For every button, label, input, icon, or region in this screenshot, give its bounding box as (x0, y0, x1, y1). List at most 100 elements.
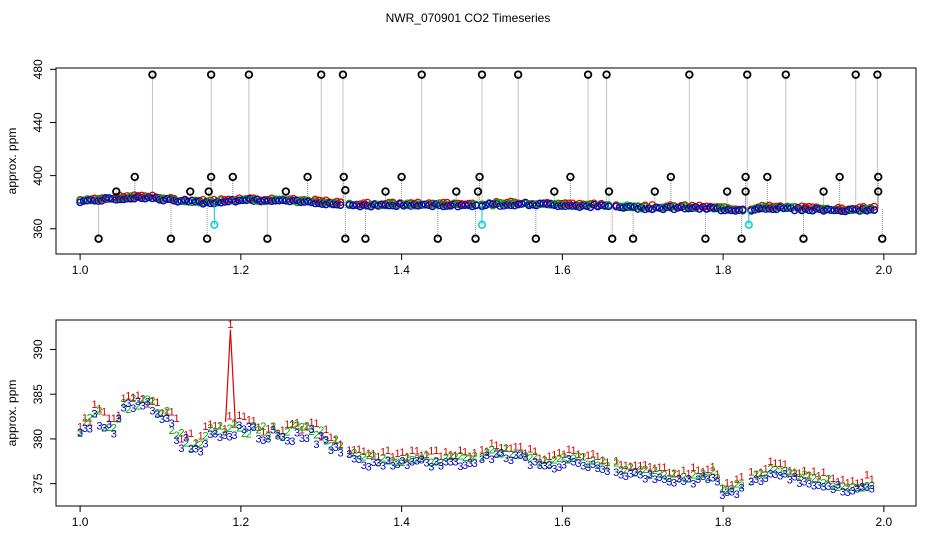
data-marker-s1: 1 (280, 425, 286, 437)
outlier-point-low (202, 234, 212, 243)
axes-top: 1.0 1.2 1.4 1.6 1.8 2.0 360 400 440 480 (31, 59, 893, 277)
data-marker-s3: 3 (270, 425, 276, 437)
data-marker-s3: 3 (275, 431, 281, 443)
data-marker-s3: 3 (613, 467, 619, 479)
data-marker-s2: 2 (361, 452, 367, 464)
data-marker-s2: 2 (87, 413, 93, 425)
data-marker-s2: 2 (260, 421, 266, 433)
data-marker-s2: 2 (595, 460, 601, 472)
data-marker-s3: 3 (299, 433, 305, 445)
data-marker-s3: 3 (145, 397, 151, 409)
data-point-s3 (728, 206, 736, 215)
data-marker-s1: 1 (260, 427, 266, 439)
outlier-point-mid (874, 172, 883, 182)
data-marker-s3: 3 (164, 413, 170, 425)
data-marker-s2: 2 (149, 395, 155, 407)
data-marker-s3: 3 (705, 474, 711, 486)
data-marker-s3: 3 (159, 414, 165, 426)
data-marker-s1: 1 (772, 458, 778, 470)
outlier-point-mid (550, 187, 559, 196)
data-marker-s1: 1 (82, 412, 88, 424)
data-marker-s2: 2 (782, 466, 788, 478)
data-marker-s1: 1 (618, 460, 624, 472)
data-marker-s3: 3 (599, 464, 605, 476)
data-point-s3 (779, 204, 788, 213)
data-point-s3 (163, 195, 171, 203)
data-marker-s3: 3 (284, 436, 290, 448)
data-marker-s3: 3 (623, 471, 629, 483)
data-marker-s2: 2 (580, 452, 586, 464)
data-marker-s2: 2 (825, 474, 831, 486)
data-marker-s2: 2 (423, 450, 429, 462)
x-tick-label: 1.6 (554, 515, 571, 529)
data-marker-s1: 1 (309, 417, 315, 429)
data-marker-s2: 2 (508, 449, 514, 461)
data-marker-s1: 1 (801, 465, 807, 477)
flagged-point (210, 220, 219, 229)
data-marker-s3: 3 (642, 474, 648, 486)
data-marker-s2: 2 (845, 482, 851, 494)
data-marker-s3: 3 (532, 457, 538, 469)
data-point-s3 (432, 200, 441, 208)
data-point-s2 (499, 199, 508, 208)
data-point-s3 (325, 199, 334, 207)
data-marker-s3: 3 (493, 449, 499, 461)
data-marker-s3: 3 (452, 456, 458, 468)
data-point-s3 (271, 196, 280, 205)
data-marker-s2: 2 (270, 421, 276, 433)
outlier-point-low (531, 234, 541, 243)
data-marker-s1: 1 (193, 437, 199, 449)
data-point-s3 (525, 201, 533, 210)
data-marker-s3: 3 (561, 460, 567, 472)
data-marker-s3: 3 (346, 449, 352, 461)
data-marker-s1: 1 (207, 419, 213, 431)
data-point-s3 (604, 202, 613, 211)
data-marker-s3: 3 (479, 454, 485, 466)
data-marker-s2: 2 (159, 408, 165, 420)
data-marker-s1: 1 (356, 444, 362, 456)
data-marker-s2: 2 (202, 430, 208, 442)
data-marker-s2: 2 (513, 450, 519, 462)
data-marker-s3: 3 (869, 484, 875, 496)
data-marker-s2: 2 (566, 454, 572, 466)
data-point-s3 (590, 201, 598, 209)
outlier-point-high (513, 70, 523, 79)
data-marker-s3: 3 (222, 430, 228, 442)
data-marker-s1: 1 (734, 474, 740, 486)
data-marker-s2: 2 (806, 470, 812, 482)
data-marker-s2: 2 (198, 439, 204, 451)
data-marker-s2: 2 (328, 440, 334, 452)
outlier-point-mid (130, 172, 139, 182)
spike-marker-s1: 1 (227, 319, 233, 331)
data-point-s1 (336, 198, 345, 207)
data-marker-s2: 2 (96, 405, 102, 417)
data-marker-s2: 2 (661, 470, 667, 482)
data-marker-s3: 3 (724, 487, 730, 499)
outlier-point-high (851, 70, 860, 79)
data-marker-s3: 3 (356, 454, 362, 466)
data-marker-s3: 3 (676, 474, 682, 486)
data-marker-s1: 1 (613, 456, 619, 468)
data-marker-s2: 2 (375, 457, 381, 469)
data-marker-s1: 1 (333, 435, 339, 447)
data-marker-s1: 1 (575, 449, 581, 461)
data-marker-s2: 2 (821, 477, 827, 489)
outlier-point-mid (722, 187, 732, 196)
data-marker-s3: 3 (246, 421, 252, 433)
data-marker-s2: 2 (632, 468, 638, 480)
data-marker-s3: 3 (782, 468, 788, 480)
data-point-s3 (735, 206, 744, 214)
outlier-point-low (799, 234, 808, 243)
data-marker-s1: 1 (859, 477, 865, 489)
data-marker-s2: 2 (498, 448, 504, 460)
data-marker-s3: 3 (260, 435, 266, 447)
data-marker-s3: 3 (575, 458, 581, 470)
data-marker-s3: 3 (719, 490, 725, 502)
data-marker-s3: 3 (212, 429, 218, 441)
data-marker-s1: 1 (604, 457, 610, 469)
data-point-s3 (148, 194, 157, 203)
data-marker-s1: 1 (498, 443, 504, 455)
data-marker-s2: 2 (613, 458, 619, 470)
data-point-s3 (192, 197, 200, 206)
